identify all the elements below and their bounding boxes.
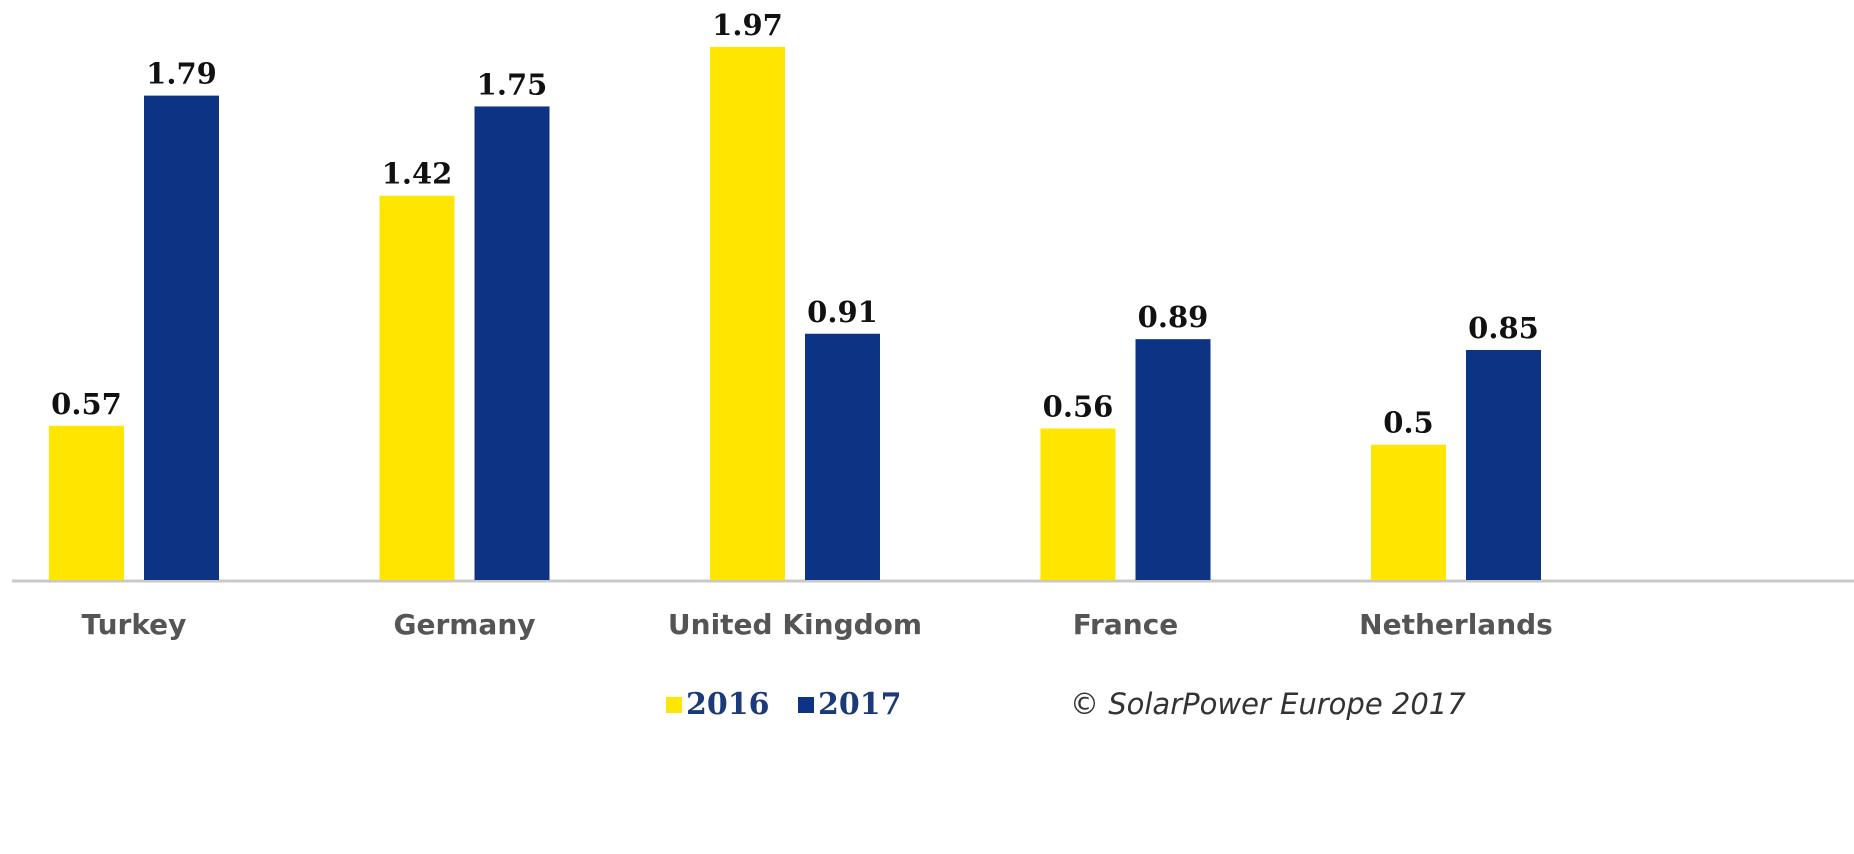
x-tick-label: Turkey bbox=[82, 608, 187, 641]
legend-label: 2017 bbox=[818, 687, 902, 722]
bar bbox=[49, 425, 124, 580]
x-tick-label: France bbox=[1073, 608, 1179, 641]
value-label: 0.56 bbox=[1043, 389, 1114, 423]
value-label: 0.57 bbox=[51, 387, 122, 421]
x-tick-label: Germany bbox=[393, 608, 535, 641]
value-label: 1.79 bbox=[146, 57, 217, 91]
x-tick-label: United Kingdom bbox=[668, 608, 922, 641]
bar bbox=[379, 195, 455, 581]
value-label: 0.89 bbox=[1138, 300, 1209, 334]
bar bbox=[1466, 349, 1541, 580]
legend-label: 2016 bbox=[686, 687, 770, 722]
value-label: 1.97 bbox=[712, 8, 783, 42]
value-label: 0.5 bbox=[1383, 406, 1433, 440]
value-label: 1.42 bbox=[382, 157, 453, 191]
legend-swatch bbox=[798, 697, 814, 713]
bar bbox=[1040, 428, 1116, 580]
bar bbox=[474, 106, 550, 580]
value-label: 0.91 bbox=[807, 295, 878, 329]
value-label: 0.85 bbox=[1468, 311, 1539, 345]
x-tick-label: Netherlands bbox=[1359, 608, 1553, 641]
bar bbox=[1371, 444, 1446, 580]
value-label: 1.75 bbox=[477, 67, 548, 101]
source-note: © SolarPower Europe 2017 bbox=[1070, 687, 1466, 721]
bar bbox=[710, 46, 785, 581]
bar bbox=[1135, 339, 1211, 580]
bar bbox=[144, 95, 219, 580]
legend-swatch bbox=[666, 697, 682, 713]
bar bbox=[805, 333, 880, 580]
